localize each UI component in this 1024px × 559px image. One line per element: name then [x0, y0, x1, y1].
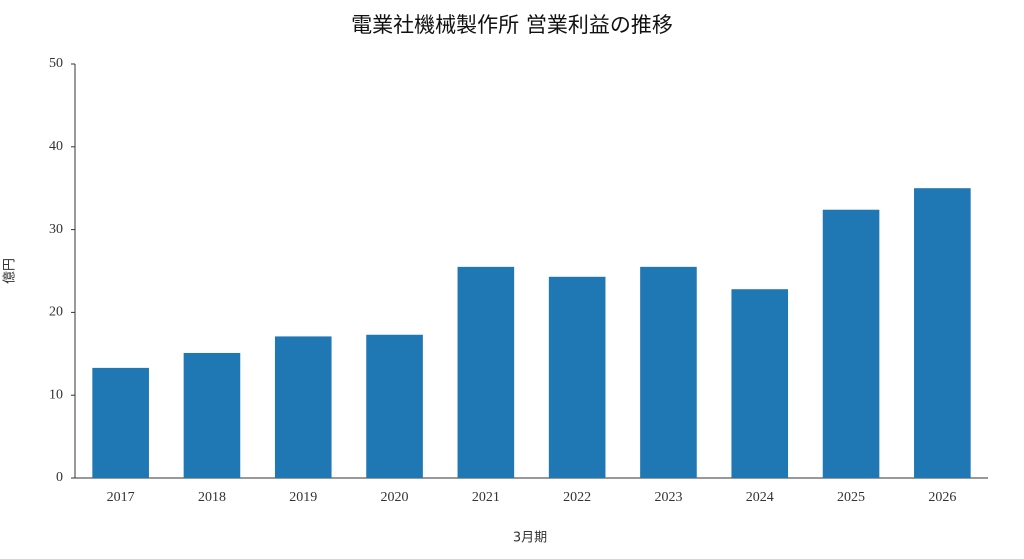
y-axis-label: 億円 [2, 258, 18, 284]
x-tick-label: 2024 [746, 490, 774, 505]
bar [366, 334, 423, 478]
y-tick-label: 40 [49, 139, 63, 154]
y-tick-label: 20 [49, 305, 63, 320]
x-tick-label: 2017 [107, 490, 135, 505]
x-tick-label: 2023 [654, 490, 682, 505]
x-tick-label: 2021 [472, 490, 500, 505]
bar [914, 188, 971, 478]
bar [640, 266, 697, 478]
bar [92, 367, 149, 478]
chart-title: 電業社機械製作所 営業利益の推移 [351, 13, 673, 37]
bar [822, 209, 880, 478]
x-tick-label: 2019 [289, 490, 317, 505]
x-tick-label: 2025 [837, 490, 865, 505]
bar [274, 336, 332, 478]
bar [457, 266, 515, 478]
y-tick-label: 30 [49, 222, 63, 237]
y-tick-label: 50 [49, 56, 63, 71]
x-axis-label: 3月期 [513, 531, 547, 546]
x-tick-label: 2018 [198, 490, 226, 505]
x-tick-label: 2026 [928, 490, 956, 505]
y-tick-label: 10 [49, 387, 63, 402]
x-tick-label: 2022 [563, 490, 591, 505]
bar [183, 352, 241, 478]
bar [731, 289, 789, 478]
x-tick-label: 2020 [381, 490, 409, 505]
bar [548, 276, 606, 478]
y-tick-label: 0 [56, 470, 63, 485]
